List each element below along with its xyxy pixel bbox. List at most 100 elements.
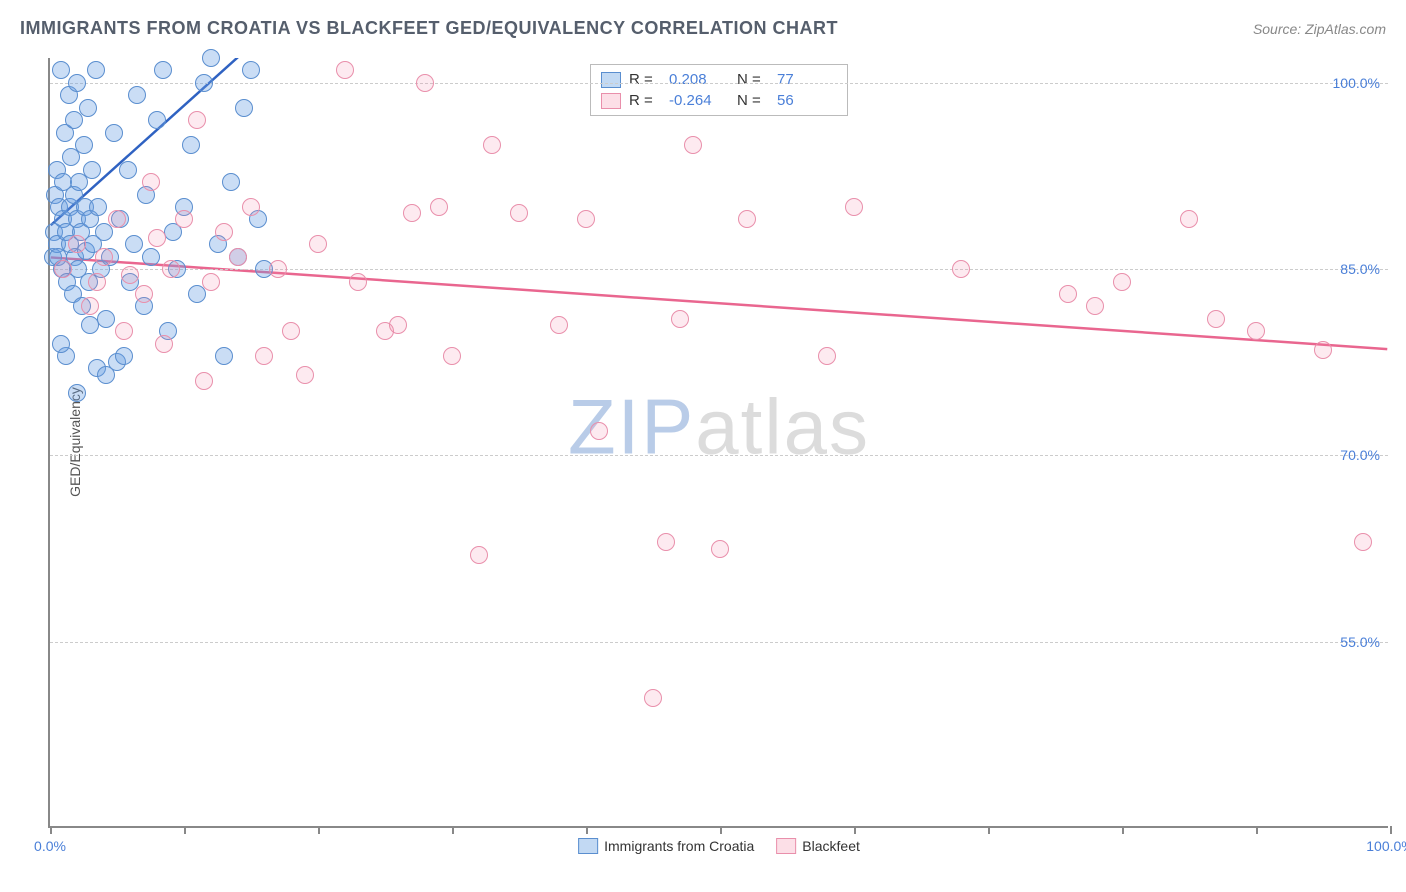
data-point bbox=[657, 533, 675, 551]
data-point bbox=[119, 161, 137, 179]
data-point bbox=[510, 204, 528, 222]
data-point bbox=[952, 260, 970, 278]
legend-swatch bbox=[601, 72, 621, 88]
data-point bbox=[235, 99, 253, 117]
data-point bbox=[182, 136, 200, 154]
source-attribution: Source: ZipAtlas.com bbox=[1253, 21, 1386, 37]
data-point bbox=[115, 322, 133, 340]
data-point bbox=[68, 74, 86, 92]
data-point bbox=[142, 248, 160, 266]
data-point bbox=[215, 347, 233, 365]
data-point bbox=[550, 316, 568, 334]
data-point bbox=[242, 61, 260, 79]
trend-lines bbox=[50, 58, 1388, 826]
data-point bbox=[255, 347, 273, 365]
x-tick bbox=[1256, 826, 1258, 834]
legend-swatch bbox=[578, 838, 598, 854]
legend-label: Blackfeet bbox=[802, 838, 860, 854]
data-point bbox=[483, 136, 501, 154]
gridline-h bbox=[50, 83, 1388, 84]
gridline-h bbox=[50, 269, 1388, 270]
x-tick bbox=[988, 826, 990, 834]
data-point bbox=[135, 285, 153, 303]
data-point bbox=[470, 546, 488, 564]
x-tick-label: 0.0% bbox=[34, 838, 66, 854]
data-point bbox=[818, 347, 836, 365]
data-point bbox=[108, 210, 126, 228]
x-tick bbox=[318, 826, 320, 834]
data-point bbox=[115, 347, 133, 365]
watermark-brand-right: atlas bbox=[695, 382, 870, 470]
x-tick bbox=[50, 826, 52, 834]
n-label: N = bbox=[737, 71, 769, 88]
data-point bbox=[215, 223, 233, 241]
data-point bbox=[68, 235, 86, 253]
data-point bbox=[309, 235, 327, 253]
data-point bbox=[162, 260, 180, 278]
x-tick-label: 100.0% bbox=[1366, 838, 1406, 854]
y-tick-label: 55.0% bbox=[1340, 634, 1380, 650]
legend-label: Immigrants from Croatia bbox=[604, 838, 754, 854]
data-point bbox=[644, 689, 662, 707]
r-label: R = bbox=[629, 71, 661, 88]
data-point bbox=[95, 248, 113, 266]
data-point bbox=[79, 99, 97, 117]
legend-item: Blackfeet bbox=[776, 838, 860, 854]
data-point bbox=[738, 210, 756, 228]
data-point bbox=[684, 136, 702, 154]
r-value: 0.208 bbox=[669, 71, 729, 88]
data-point bbox=[125, 235, 143, 253]
data-point bbox=[577, 210, 595, 228]
data-point bbox=[242, 198, 260, 216]
data-point bbox=[105, 124, 123, 142]
data-point bbox=[282, 322, 300, 340]
data-point bbox=[88, 273, 106, 291]
legend-row: R =-0.264N =56 bbox=[601, 90, 837, 111]
data-point bbox=[155, 335, 173, 353]
y-tick-label: 100.0% bbox=[1333, 75, 1380, 91]
y-tick-label: 85.0% bbox=[1340, 261, 1380, 277]
data-point bbox=[229, 248, 247, 266]
data-point bbox=[89, 198, 107, 216]
r-value: -0.264 bbox=[669, 92, 729, 109]
data-point bbox=[148, 229, 166, 247]
data-point bbox=[188, 111, 206, 129]
data-point bbox=[87, 61, 105, 79]
legend-item: Immigrants from Croatia bbox=[578, 838, 754, 854]
data-point bbox=[195, 372, 213, 390]
x-tick bbox=[1390, 826, 1392, 834]
x-tick bbox=[854, 826, 856, 834]
series-legend: Immigrants from Croatia Blackfeet bbox=[578, 838, 860, 854]
data-point bbox=[52, 61, 70, 79]
correlation-legend: R =0.208N =77R =-0.264N =56 bbox=[590, 64, 848, 116]
y-tick-label: 70.0% bbox=[1340, 447, 1380, 463]
data-point bbox=[54, 260, 72, 278]
data-point bbox=[222, 173, 240, 191]
chart-header: IMMIGRANTS FROM CROATIA VS BLACKFEET GED… bbox=[20, 18, 1386, 39]
x-tick bbox=[452, 826, 454, 834]
legend-swatch bbox=[776, 838, 796, 854]
watermark: ZIPatlas bbox=[568, 381, 870, 472]
data-point bbox=[1180, 210, 1198, 228]
data-point bbox=[175, 210, 193, 228]
x-tick bbox=[184, 826, 186, 834]
data-point bbox=[97, 310, 115, 328]
data-point bbox=[81, 297, 99, 315]
n-value: 56 bbox=[777, 92, 837, 109]
watermark-brand-left: ZIP bbox=[568, 382, 695, 470]
data-point bbox=[671, 310, 689, 328]
data-point bbox=[83, 161, 101, 179]
gridline-h bbox=[50, 642, 1388, 643]
data-point bbox=[202, 273, 220, 291]
data-point bbox=[845, 198, 863, 216]
data-point bbox=[1207, 310, 1225, 328]
data-point bbox=[430, 198, 448, 216]
gridline-h bbox=[50, 455, 1388, 456]
data-point bbox=[154, 61, 172, 79]
data-point bbox=[336, 61, 354, 79]
n-label: N = bbox=[737, 92, 769, 109]
scatter-chart: GED/Equivalency ZIPatlas R =0.208N =77R … bbox=[48, 58, 1388, 828]
data-point bbox=[1314, 341, 1332, 359]
data-point bbox=[68, 384, 86, 402]
data-point bbox=[1086, 297, 1104, 315]
